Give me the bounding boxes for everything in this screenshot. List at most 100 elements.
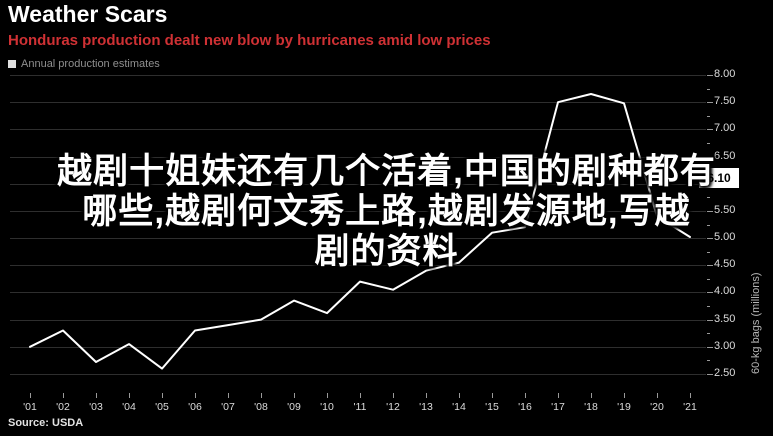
watermark-line: 越剧十姐妹还有几个活着,中国的剧种都有: [57, 152, 716, 191]
x-axis-tick-label: '16: [518, 401, 532, 413]
x-axis-tick: [228, 393, 229, 398]
x-axis-tick: [294, 393, 295, 398]
x-axis-tick-label: '21: [683, 401, 697, 413]
y-axis-minor-tick: [707, 197, 710, 199]
x-axis-tick: [162, 393, 163, 398]
y-axis-tick: [707, 238, 713, 240]
y-axis-minor-tick: [707, 142, 710, 144]
watermark-line: 剧的资料: [314, 232, 459, 271]
chart-legend: Annual production estimates: [8, 58, 160, 70]
y-axis-tick: [707, 75, 713, 76]
y-axis-tick-label: 7.00: [714, 122, 736, 135]
x-axis-tick-label: '10: [320, 401, 334, 413]
gridline: [10, 156, 706, 158]
x-axis-tick: [360, 393, 361, 398]
gridline: [10, 238, 706, 240]
y-axis-tick-label: 8.00: [714, 68, 736, 80]
x-axis-tick: [690, 393, 691, 398]
y-axis-tick: [707, 292, 713, 294]
y-axis-minor-tick: [707, 333, 710, 335]
legend-label: Annual production estimates: [21, 58, 160, 70]
y-axis-tick: [707, 129, 713, 131]
legend-swatch-icon: [8, 60, 16, 68]
x-axis-tick: [63, 393, 64, 398]
production-line: [29, 93, 691, 370]
gridline: [10, 129, 706, 131]
x-axis-tick-label: '14: [452, 401, 466, 413]
watermark-overlay: 越剧十姐妹还有几个活着,中国的剧种都有 哪些,越剧何文秀上路,越剧发源地,写越 …: [0, 152, 773, 272]
x-axis-tick-label: '15: [485, 401, 499, 413]
y-axis-tick: [707, 346, 713, 348]
y-axis-minor-tick: [707, 115, 710, 117]
x-axis-tick-label: '08: [254, 401, 268, 413]
x-axis-tick: [558, 393, 559, 398]
x-axis-tick-label: '17: [551, 401, 565, 413]
x-axis-tick: [393, 393, 394, 398]
y-axis-tick: [707, 265, 713, 267]
x-axis-tick-label: '03: [89, 401, 103, 413]
y-axis-tick-label: 7.50: [714, 95, 736, 108]
gridline: [10, 102, 706, 104]
y-axis-minor-tick: [707, 251, 710, 253]
x-axis-tick: [459, 393, 460, 398]
y-axis-tick: [707, 210, 713, 212]
x-axis-tick-label: '01: [23, 401, 37, 413]
y-axis-tick: [707, 319, 713, 321]
x-axis-tick: [657, 393, 658, 398]
last-value-label: 6.10: [699, 168, 739, 189]
y-axis-tick-label: 4.00: [714, 285, 736, 298]
gridline: [10, 374, 706, 375]
x-axis-tick-label: '05: [155, 401, 169, 413]
y-axis-minor-tick: [707, 278, 710, 280]
gridline: [10, 292, 706, 294]
x-axis-tick: [30, 393, 31, 398]
x-axis-tick: [426, 393, 427, 398]
x-axis-tick-label: '09: [287, 401, 301, 413]
page-title: Weather Scars: [8, 1, 168, 27]
x-axis-tick: [129, 393, 130, 398]
x-axis-tick: [591, 393, 592, 398]
y-axis-tick-label: 3.50: [714, 312, 736, 325]
gridline: [10, 346, 706, 348]
y-axis-tick-label: 5.00: [714, 231, 736, 244]
x-axis-tick: [327, 393, 328, 398]
y-axis-tick-label: 4.50: [714, 258, 736, 271]
y-axis-tick: [707, 102, 713, 104]
y-axis-minor-tick: [707, 88, 710, 90]
gridline: [10, 319, 706, 321]
gridline: [10, 75, 706, 76]
x-axis-tick: [525, 393, 526, 398]
y-axis-tick: [707, 374, 713, 375]
y-axis-minor-tick: [707, 224, 710, 226]
y-axis-minor-tick: [707, 360, 710, 362]
x-axis-tick-label: '02: [56, 401, 70, 413]
x-axis-tick-label: '04: [122, 401, 136, 413]
x-axis-tick: [492, 393, 493, 398]
gridline: [10, 265, 706, 267]
chart-subtitle: Honduras production dealt new blow by hu…: [8, 32, 491, 49]
y-axis-tick: [707, 156, 713, 158]
source-credit: Source: USDA: [8, 417, 84, 429]
y-axis-minor-tick: [707, 306, 710, 308]
x-axis-tick-label: '11: [353, 401, 367, 413]
y-axis-tick-label: 2.50: [714, 367, 736, 379]
x-axis-tick-label: '18: [584, 401, 598, 413]
x-axis-tick-label: '06: [188, 401, 202, 413]
x-axis-tick: [96, 393, 97, 398]
watermark-line: 哪些,越剧何文秀上路,越剧发源地,写越: [82, 192, 691, 231]
x-axis-tick-label: '12: [386, 401, 400, 413]
y-axis-tick-label: 5.50: [714, 203, 736, 216]
y-axis-tick-label: 6.50: [714, 149, 736, 162]
x-axis-tick-label: '19: [617, 401, 631, 413]
x-axis-tick-label: '13: [419, 401, 433, 413]
x-axis-tick-label: '20: [650, 401, 664, 413]
x-axis-tick-label: '07: [221, 401, 235, 413]
gridline: [10, 183, 706, 185]
gridline: [10, 210, 706, 212]
y-axis-tick-label: 3.00: [714, 339, 736, 352]
x-axis-tick: [195, 393, 196, 398]
x-axis-tick: [261, 393, 262, 398]
